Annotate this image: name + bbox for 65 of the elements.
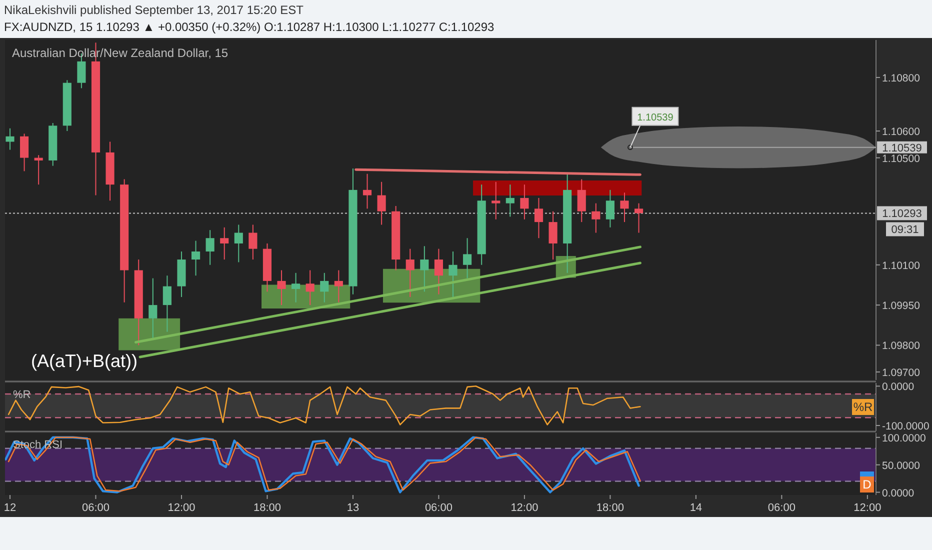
candlestick — [606, 189, 614, 228]
candlestick — [506, 184, 514, 218]
candlestick — [406, 248, 414, 298]
x-tick-label: 12:00 — [168, 502, 196, 514]
annotation: (A(aT)+B(at)) — [31, 351, 138, 371]
candlestick — [634, 202, 644, 234]
y-tick-label: -100.0000 — [882, 420, 930, 432]
chart-title: NikaLekishvili published September 13, 2017 15:20 EST — [4, 3, 304, 17]
candlestick — [20, 133, 29, 172]
candlestick — [620, 192, 629, 223]
x-tick-label: 06:00 — [768, 502, 796, 514]
candlestick — [220, 226, 229, 260]
candlestick — [162, 275, 172, 332]
y-tick-label: 1.09800 — [882, 340, 920, 352]
candlestick — [448, 250, 458, 298]
y-tick-label: 0.0000 — [882, 487, 914, 500]
y-tick-label: 1.10500 — [882, 152, 920, 165]
line-series — [8, 386, 641, 426]
candlestick — [377, 181, 386, 226]
candlestick — [34, 154, 43, 186]
x-tick-label: 18:00 — [253, 502, 281, 514]
candlestick — [577, 178, 586, 223]
candlestick — [463, 238, 472, 279]
candlestick — [548, 210, 558, 260]
y-tick-label: 1.10100 — [882, 260, 920, 272]
candlestick — [306, 270, 314, 306]
candlestick — [362, 173, 372, 210]
x-tick-label: 18:00 — [596, 502, 624, 514]
annotation: 1.10539 — [637, 112, 674, 124]
text: 1.10539 — [882, 142, 922, 154]
candlestick — [248, 224, 258, 260]
candlestick — [520, 184, 529, 220]
y-tick-label: 100.0000 — [882, 432, 926, 444]
candlestick — [320, 272, 329, 303]
y-tick-label: 1.09700 — [882, 366, 920, 379]
candlestick — [148, 278, 158, 340]
candlestick — [420, 246, 429, 292]
y-tick-label: 1.10800 — [882, 72, 920, 84]
x-tick-label: 13 — [346, 502, 360, 514]
candlestick — [592, 202, 600, 234]
x-tick-label: 12:00 — [510, 502, 538, 514]
x-tick-label: 12:00 — [854, 502, 882, 514]
candlestick — [292, 272, 300, 303]
y-tick-label: 0.0000 — [882, 381, 914, 394]
x-tick-label: 06:00 — [424, 502, 452, 514]
x-tick-label: 14 — [690, 502, 702, 514]
y-tick-label: 50.0000 — [882, 460, 920, 472]
candlestick — [6, 128, 14, 150]
candlestick — [334, 270, 343, 303]
ref-line-label: 1.10293 — [882, 208, 922, 220]
text: 09:31 — [891, 224, 919, 236]
chart-subtitle: FX:AUDNZD, 15 1.10293 ▲ +0.00350 (+0.32%) O:1.10287 H:1.10300 L:1.10277 C:1.10293 — [4, 20, 495, 34]
y-tick-label: 1.10600 — [882, 126, 920, 138]
candlestick — [234, 224, 243, 263]
candlestick — [206, 230, 214, 266]
x-tick-label: 12 — [4, 502, 16, 514]
y-tick-label: 1.09950 — [882, 300, 920, 312]
text: D — [862, 478, 872, 492]
candlestick — [277, 270, 286, 306]
candlestick — [191, 240, 200, 276]
x-tick-label: 06:00 — [82, 502, 110, 514]
text: %R — [853, 400, 873, 414]
candlestick — [434, 248, 443, 295]
candlestick — [534, 197, 544, 239]
candlestick — [492, 181, 500, 220]
